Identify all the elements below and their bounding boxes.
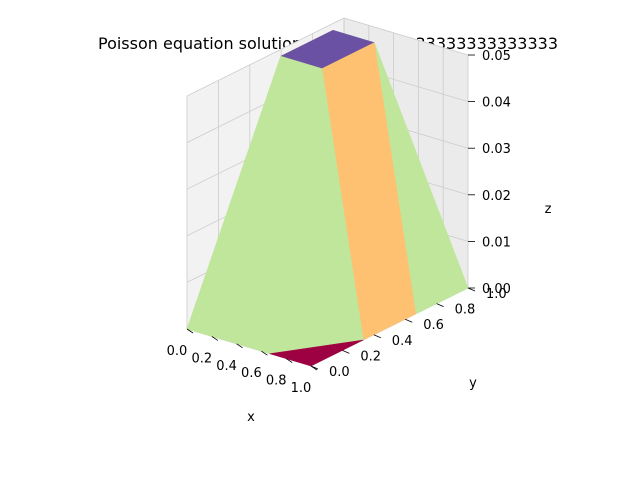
surface-mesh bbox=[186, 29, 469, 367]
y-tick-mark bbox=[310, 365, 319, 370]
grid-line-z-back bbox=[343, 17, 469, 56]
z-tick-label: 0.00 bbox=[482, 282, 511, 297]
x-tick-mark bbox=[285, 358, 293, 363]
x-tick-label: 0.6 bbox=[241, 366, 262, 381]
z-tick-label: 0.05 bbox=[482, 49, 511, 64]
y-tick-mark bbox=[373, 334, 381, 339]
x-tick-mark bbox=[261, 350, 268, 356]
y-tick-label: 0.0 bbox=[329, 365, 350, 380]
y-tick-label: 0.8 bbox=[455, 303, 476, 318]
x-tick-mark bbox=[236, 343, 243, 349]
x-tick-mark bbox=[211, 336, 219, 341]
y-tick-mark bbox=[405, 318, 413, 323]
y-tick-mark bbox=[436, 303, 444, 307]
x-axis-label: x bbox=[247, 410, 255, 425]
y-tick-label: 0.2 bbox=[360, 349, 381, 364]
x-tick-label: 0.4 bbox=[216, 359, 237, 374]
x-tick-label: 0.0 bbox=[167, 344, 188, 359]
x-tick-label: 1.0 bbox=[291, 381, 312, 396]
z-tick-label: 0.04 bbox=[482, 96, 511, 111]
z-tick-label: 0.03 bbox=[482, 142, 511, 157]
tick-labels: 0.0 0.2 0.4 0.6 0.8 1.00.00.20.40.60.81.00.00… bbox=[167, 49, 511, 396]
y-axis-label: y bbox=[469, 376, 477, 391]
z-tick-label: 0.02 bbox=[482, 189, 511, 204]
x-tick-label: 0.8 bbox=[266, 374, 287, 389]
surface-facet bbox=[269, 339, 364, 367]
x-tick-mark bbox=[186, 328, 194, 334]
y-tick-label: 0.4 bbox=[392, 334, 413, 349]
grid-line-z-side bbox=[186, 17, 345, 97]
y-tick-mark bbox=[342, 350, 350, 354]
y-tick-label: 1.0 bbox=[486, 287, 507, 302]
z-tick-label: 0.01 bbox=[482, 235, 511, 250]
x-tick-label: 0.2 bbox=[191, 351, 212, 366]
y-tick-mark bbox=[467, 287, 476, 292]
y-tick-label: 0.6 bbox=[423, 318, 444, 333]
z-axis-label: z bbox=[545, 202, 552, 217]
